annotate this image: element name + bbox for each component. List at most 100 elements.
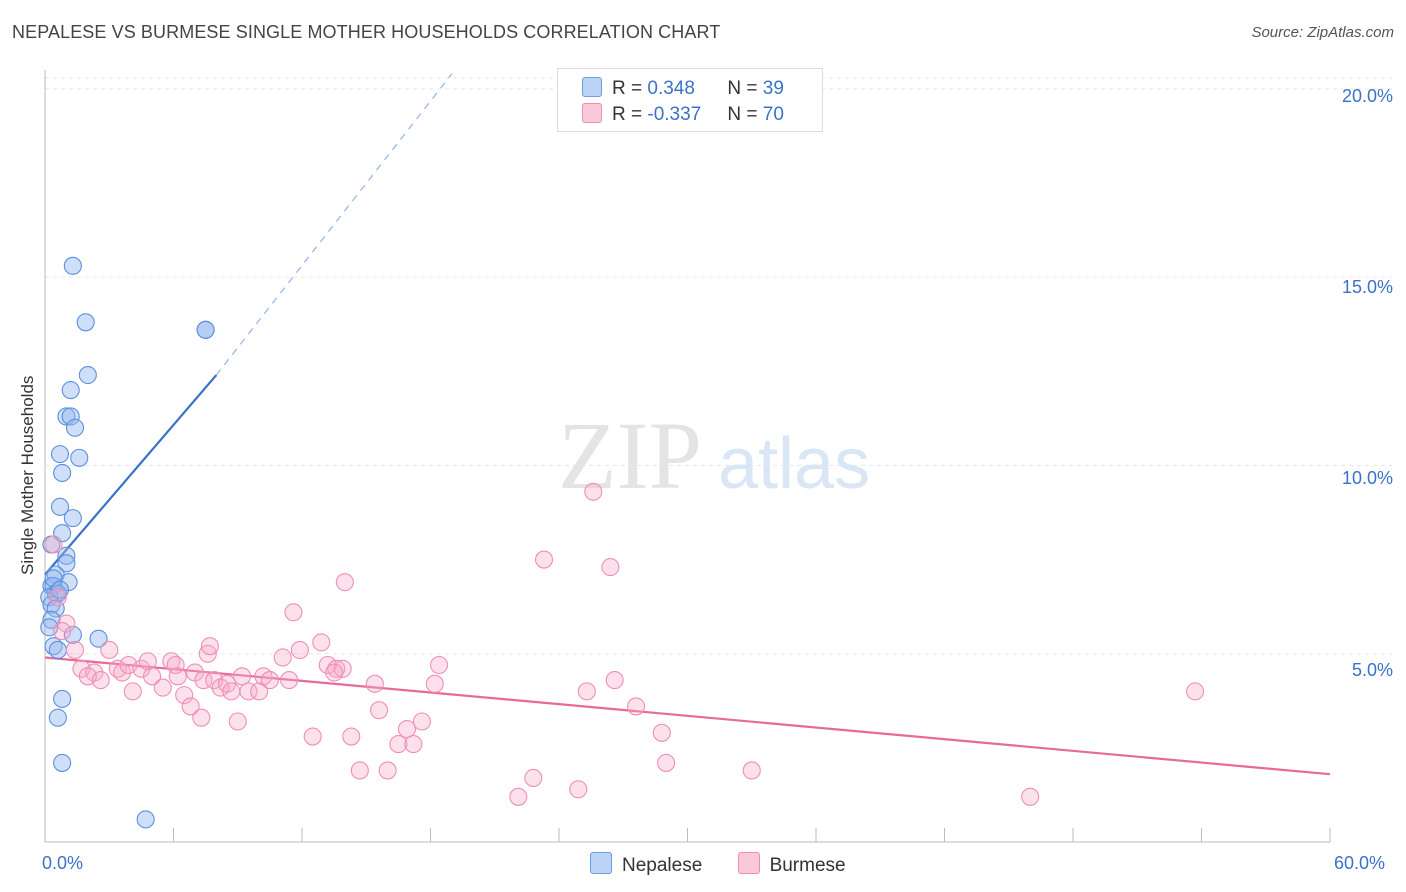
burmese-point bbox=[1021, 787, 1040, 806]
series-legend: Nepalese Burmese bbox=[590, 852, 876, 877]
gridlines bbox=[45, 77, 1392, 655]
nepalese-point bbox=[50, 497, 70, 516]
burmese-point bbox=[175, 686, 194, 705]
burmese-point bbox=[100, 640, 119, 659]
watermark-zip: ZIP bbox=[558, 402, 702, 509]
burmese-point bbox=[601, 558, 620, 577]
burmese-point bbox=[370, 701, 389, 720]
burmese-point bbox=[228, 712, 247, 731]
burmese-point bbox=[652, 723, 671, 742]
nepalese-point bbox=[53, 463, 72, 482]
legend-row-burmese: R = -0.337 N = 70 bbox=[582, 103, 784, 126]
burmese-point bbox=[425, 674, 444, 693]
nepalese-point bbox=[44, 569, 63, 588]
source-label: Source: ZipAtlas.com bbox=[1251, 24, 1394, 41]
burmese-point bbox=[342, 727, 361, 746]
nepalese-r-value: 0.348 bbox=[647, 78, 695, 99]
burmese-point bbox=[657, 753, 676, 772]
burmese-legend-label: Burmese bbox=[769, 855, 846, 876]
burmese-point bbox=[742, 761, 761, 780]
burmese-point bbox=[430, 655, 449, 675]
series-burmese bbox=[44, 482, 1205, 806]
y-tick-label-20: 20.0% bbox=[1341, 86, 1393, 106]
legend-n-label: N = bbox=[727, 78, 763, 99]
burmese-point bbox=[1186, 682, 1205, 701]
burmese-n-value: 70 bbox=[762, 104, 784, 125]
burmese-point bbox=[143, 667, 162, 686]
y-tick-label-5: 5.0% bbox=[1351, 660, 1393, 680]
burmese-point bbox=[192, 708, 211, 727]
nepalese-trend-extension bbox=[215, 73, 453, 376]
burmese-point bbox=[232, 667, 252, 686]
burmese-point bbox=[194, 671, 213, 690]
burmese-point bbox=[198, 644, 217, 663]
burmese-point bbox=[577, 682, 596, 701]
burmese-point bbox=[91, 671, 110, 690]
nepalese-point bbox=[61, 407, 80, 426]
y-tick-label-10: 10.0% bbox=[1341, 468, 1393, 488]
nepalese-point bbox=[63, 256, 82, 275]
x-tick-label-max: 60.0% bbox=[1334, 853, 1386, 873]
nepalese-point bbox=[42, 610, 61, 629]
burmese-point bbox=[404, 735, 423, 754]
nepalese-legend-label: Nepalese bbox=[622, 855, 703, 876]
burmese-point bbox=[284, 603, 303, 622]
y-tick-label-15: 15.0% bbox=[1341, 277, 1393, 297]
burmese-point bbox=[65, 640, 85, 659]
nepalese-point bbox=[53, 753, 72, 772]
nepalese-legend-swatch bbox=[590, 852, 612, 874]
burmese-point bbox=[280, 671, 299, 690]
nepalese-point bbox=[46, 599, 65, 618]
burmese-point bbox=[534, 550, 554, 569]
legend-row-nepalese: R = 0.348 N = 39 bbox=[582, 77, 784, 100]
watermark-atlas: atlas bbox=[718, 424, 870, 504]
burmese-point bbox=[412, 712, 431, 731]
legend-item-nepalese[interactable]: Nepalese bbox=[590, 852, 702, 877]
burmese-point bbox=[168, 667, 187, 686]
burmese-point bbox=[333, 659, 352, 678]
burmese-point bbox=[290, 640, 309, 659]
burmese-point bbox=[524, 768, 543, 788]
burmese-point bbox=[273, 648, 292, 667]
burmese-legend-swatch bbox=[737, 852, 760, 874]
burmese-point bbox=[325, 663, 344, 682]
burmese-point bbox=[303, 727, 322, 746]
legend-item-burmese[interactable]: Burmese bbox=[737, 852, 846, 877]
burmese-point bbox=[378, 761, 397, 780]
nepalese-trend-line bbox=[44, 374, 218, 576]
nepalese-point bbox=[65, 418, 85, 437]
burmese-point bbox=[113, 663, 132, 682]
burmese-point bbox=[166, 655, 185, 675]
x-tick-label-min: 0.0% bbox=[42, 853, 84, 873]
chart-title: NEPALESE VS BURMESE SINGLE MOTHER HOUSEH… bbox=[12, 22, 721, 42]
trend-lines bbox=[44, 73, 1331, 776]
burmese-point bbox=[181, 697, 200, 716]
y-axis-label: Single Mother Households bbox=[18, 375, 37, 575]
nepalese-point bbox=[48, 640, 67, 659]
burmese-point bbox=[318, 655, 337, 675]
correlation-legend: R = 0.348 N = 39 R = -0.337 N = 70 bbox=[557, 68, 823, 132]
nepalese-point bbox=[136, 810, 155, 829]
burmese-point bbox=[239, 682, 258, 701]
burmese-point bbox=[627, 697, 646, 716]
burmese-point bbox=[200, 637, 219, 656]
burmese-point bbox=[569, 780, 588, 799]
burmese-point bbox=[312, 633, 331, 652]
legend-r-label: R = bbox=[612, 104, 648, 125]
nepalese-n-value: 39 bbox=[762, 78, 784, 99]
burmese-point bbox=[389, 735, 408, 754]
legend-n-label: N = bbox=[727, 104, 763, 125]
burmese-point bbox=[350, 761, 369, 780]
burmese-point bbox=[335, 573, 354, 592]
burmese-point bbox=[53, 622, 72, 641]
nepalese-point bbox=[89, 629, 108, 648]
nepalese-point bbox=[53, 689, 72, 708]
nepalese-point bbox=[48, 708, 67, 727]
burmese-r-value: -0.337 bbox=[647, 104, 702, 125]
burmese-point bbox=[260, 671, 279, 690]
watermark: ZIP atlas bbox=[558, 402, 870, 509]
nepalese-point bbox=[50, 445, 70, 464]
nepalese-point bbox=[50, 580, 70, 599]
burmese-point bbox=[48, 588, 67, 607]
